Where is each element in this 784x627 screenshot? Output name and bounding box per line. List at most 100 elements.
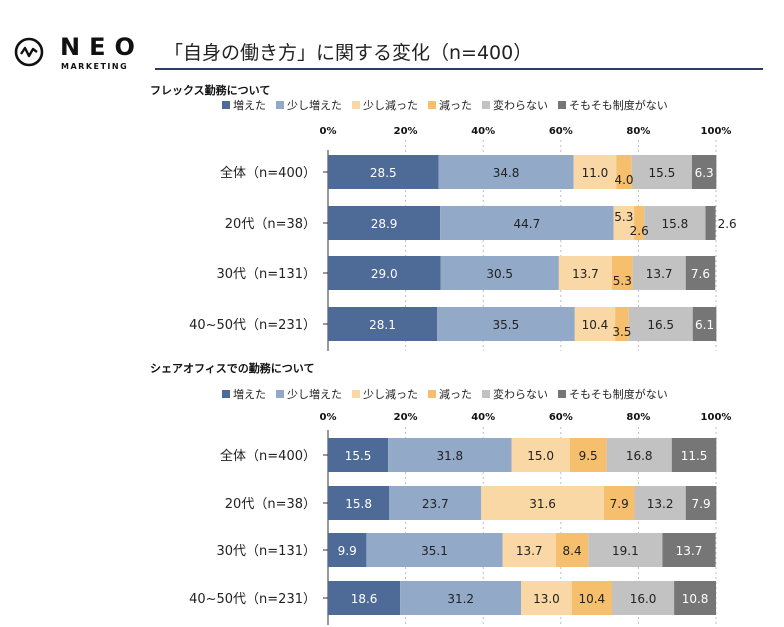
bar-segment <box>573 155 617 189</box>
legend-label: 減った <box>439 98 472 112</box>
category-label: 40~50代（n=231） <box>189 592 316 607</box>
tick-label: 80% <box>626 412 650 423</box>
bar-segment <box>437 307 575 341</box>
tick-label: 80% <box>626 126 650 137</box>
bar-segment <box>634 486 686 520</box>
bar-segment <box>569 438 607 472</box>
bar-segment <box>612 581 675 615</box>
bar-segment <box>328 581 401 615</box>
tick-label: 40% <box>471 412 495 423</box>
bar-segment <box>644 206 706 240</box>
data-label: 35.5 <box>493 318 520 332</box>
bar-segment <box>389 486 482 520</box>
bar-segment <box>328 486 390 520</box>
legend-swatch <box>558 101 566 109</box>
title-divider <box>155 68 763 70</box>
bar-segment <box>388 438 512 472</box>
data-label: 3.5 <box>612 325 631 339</box>
data-label: 9.9 <box>338 544 357 558</box>
data-label: 6.1 <box>695 318 714 332</box>
bar-segment <box>588 533 663 567</box>
data-label: 16.5 <box>647 318 674 332</box>
bar-segment <box>328 533 367 567</box>
data-label: 23.7 <box>422 497 449 511</box>
bar-segment <box>521 581 572 615</box>
bar-segment <box>628 307 693 341</box>
bar-segment <box>691 155 717 189</box>
category-label: 20代（n=38） <box>225 217 316 232</box>
category-label: 20代（n=38） <box>225 497 316 512</box>
bar-segment <box>511 438 570 472</box>
data-label: 9.5 <box>579 449 598 463</box>
legend-swatch <box>222 390 230 398</box>
bar-segment <box>705 206 716 240</box>
bar-segment <box>328 307 438 341</box>
data-label: 2.6 <box>630 224 649 238</box>
bar-segment <box>606 438 672 472</box>
data-label: 8.4 <box>563 544 582 558</box>
data-label: 15.5 <box>345 449 372 463</box>
bar-segment <box>616 155 632 189</box>
legend-label: 減った <box>439 387 472 401</box>
data-label: 16.0 <box>630 592 657 606</box>
category-label: 30代（n=131） <box>217 267 317 282</box>
legend-swatch <box>428 101 436 109</box>
data-label: 13.7 <box>646 267 673 281</box>
data-label: 28.1 <box>369 318 396 332</box>
data-label: 16.8 <box>626 449 653 463</box>
category-label: 全体（n=400） <box>220 165 316 181</box>
bar-segment <box>571 581 613 615</box>
data-label: 13.7 <box>516 544 543 558</box>
legend-label: 変わらない <box>493 387 548 401</box>
brand-logo-icon <box>14 37 44 67</box>
data-label: 11.0 <box>582 166 609 180</box>
legend-swatch <box>276 101 284 109</box>
bar-segment <box>685 256 716 290</box>
brand-name: NEO <box>60 33 144 61</box>
category-label: 全体（n=400） <box>220 448 316 464</box>
legend-swatch <box>428 390 436 398</box>
tick-label: 0% <box>320 126 337 137</box>
data-label: 6.3 <box>695 166 714 180</box>
bar-segment <box>603 486 635 520</box>
data-label: 31.6 <box>529 497 556 511</box>
legend-swatch <box>276 390 284 398</box>
legend-label: 増えた <box>233 99 266 112</box>
bar-row: 20代（n=38） 28.9 44.7 5.32.6 15.8 2.6 <box>225 206 737 240</box>
tick-label: 20% <box>394 126 418 137</box>
bar-segment <box>674 581 716 615</box>
bar-segment <box>440 206 614 240</box>
data-label: 5.3 <box>613 274 632 288</box>
legend-swatch <box>352 390 360 398</box>
bar-segment <box>612 256 633 290</box>
bar-segment <box>328 155 439 189</box>
tick-label: 0% <box>320 412 337 423</box>
legend-swatch <box>558 390 566 398</box>
bar-segment <box>685 486 717 520</box>
data-label: 18.6 <box>351 592 378 606</box>
data-label: 28.9 <box>371 217 398 231</box>
data-label: 13.0 <box>533 592 560 606</box>
bar-segment <box>574 307 616 341</box>
tick-label: 100% <box>701 126 732 137</box>
tick-label: 60% <box>549 126 573 137</box>
tick-label: 40% <box>471 126 495 137</box>
bar-segment <box>328 256 441 290</box>
category-label: 30代（n=131） <box>217 544 317 559</box>
data-label: 11.5 <box>681 449 708 463</box>
data-label: 7.9 <box>610 497 629 511</box>
bar-row: 30代（n=131） 9.9 35.1 13.7 8.4 19.1 13.7 <box>217 533 716 567</box>
bar-segment <box>400 581 522 615</box>
data-label: 31.2 <box>447 592 474 606</box>
legend-label: 少し減った <box>363 98 418 112</box>
bar-segment <box>438 155 574 189</box>
legend-label: 増えた <box>233 388 266 401</box>
legend-label: そもそも制度がない <box>569 387 668 401</box>
data-label: 15.0 <box>527 449 554 463</box>
data-label: 19.1 <box>612 544 639 558</box>
legend-swatch <box>482 390 490 398</box>
bar-segment <box>662 533 716 567</box>
data-label: 15.8 <box>662 217 689 231</box>
bar-segment <box>328 438 389 472</box>
